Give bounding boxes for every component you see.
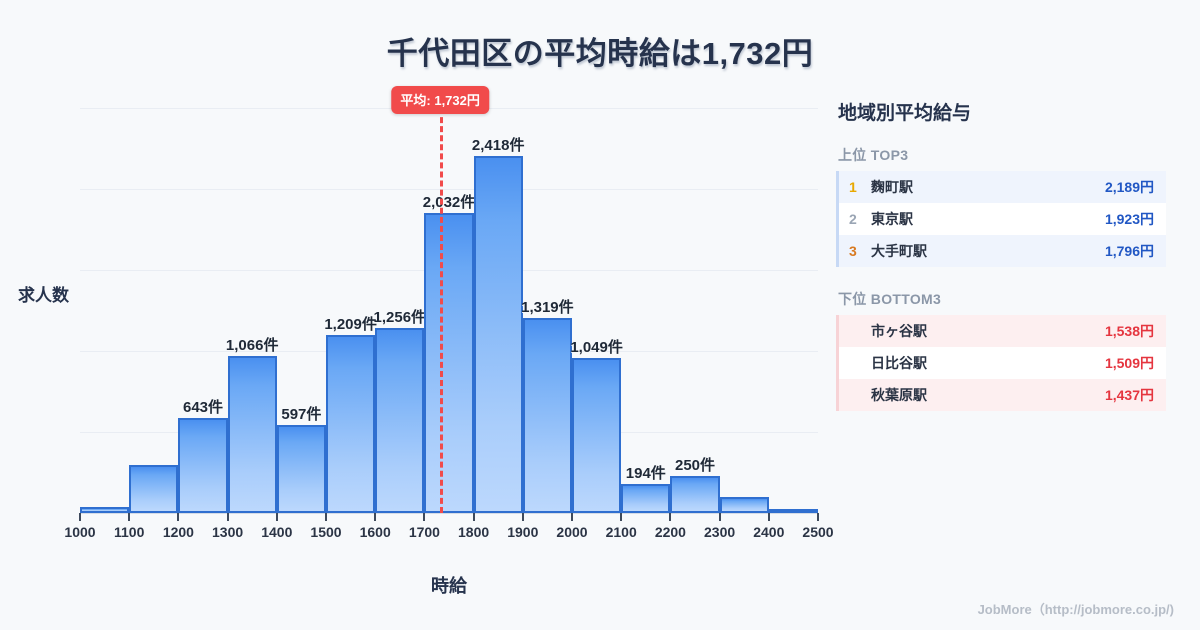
x-tick-label: 2200 [654, 524, 686, 540]
station-name: 大手町駅 [871, 243, 927, 259]
station-name: 日比谷駅 [871, 355, 927, 371]
station-wage: 1,509円 [1104, 355, 1154, 371]
histogram-chart: 求人数 643件 1,066件 597件 1,209件 1,256件 2,032件 2,41… [18, 86, 834, 596]
plot-area: 643件 1,066件 597件 1,209件 1,256件 2,032件 2,418件 1,… [64, 86, 834, 540]
station-name: 秋葉原駅 [871, 387, 927, 403]
histogram-bar [670, 476, 720, 513]
histogram-bar [473, 156, 523, 513]
x-tick [620, 513, 623, 521]
histogram-bar [424, 213, 474, 513]
x-tick-label: 1400 [261, 524, 293, 540]
x-tick [817, 513, 819, 521]
x-axis-title: 時給 [431, 576, 467, 596]
bar-value-label: 1,049件 [570, 339, 623, 357]
region-average-panel: 地域別平均給与 上位 TOP3 1 麴町駅 2,189円 2 東京駅 1,923円 3 大手町… [836, 98, 1166, 433]
histogram-bar [276, 424, 326, 513]
x-tick [718, 513, 721, 521]
x-tick-label: 1300 [212, 524, 244, 540]
station-name: 東京駅 [871, 211, 913, 227]
rank-row[interactable]: 2 東京駅 1,923円 [836, 203, 1166, 235]
histogram-bar [719, 496, 769, 513]
x-tick [669, 513, 672, 521]
x-tick [472, 513, 475, 521]
histogram-bar [178, 418, 228, 513]
x-tick [226, 513, 229, 521]
histogram-bar [768, 508, 818, 513]
average-line [440, 108, 444, 513]
rank-row[interactable]: 日比谷駅 1,509円 [836, 347, 1166, 379]
top3-list: 1 麴町駅 2,189円 2 東京駅 1,923円 3 大手町駅 1,796円 [836, 171, 1166, 267]
x-tick [521, 513, 524, 521]
x-tick [177, 513, 180, 521]
bar-value-label: 597件 [281, 405, 322, 423]
x-axis-line [80, 513, 818, 514]
x-tick [423, 513, 426, 521]
x-tick-label: 1000 [64, 524, 96, 540]
bar-value-label: 643件 [182, 399, 224, 417]
bar-value-label: 2,032件 [422, 194, 476, 212]
x-tick-label: 2100 [605, 524, 637, 540]
y-axis-label: 求人数 [18, 286, 69, 305]
x-tick-label: 1600 [359, 524, 391, 540]
station-wage: 1,538円 [1104, 323, 1154, 339]
average-badge: 平均: 1,732円 [391, 86, 489, 114]
rank-row[interactable]: 1 麴町駅 2,189円 [836, 171, 1166, 203]
station-name: 麴町駅 [871, 179, 913, 195]
x-tick [374, 513, 377, 521]
rank-row[interactable]: 市ヶ谷駅 1,538円 [836, 315, 1166, 347]
rank-row[interactable]: 秋葉原駅 1,437円 [836, 379, 1166, 411]
rank-number: 1 [849, 179, 857, 195]
station-wage: 1,923円 [1104, 211, 1154, 227]
station-wage: 1,437円 [1104, 387, 1154, 403]
panel-title: 地域別平均給与 [838, 103, 972, 124]
histogram-bar [572, 358, 622, 513]
x-tick [79, 513, 81, 521]
histogram-bar [227, 355, 277, 513]
rank-number: 2 [849, 211, 857, 227]
bar-value-label: 1,319件 [521, 299, 574, 317]
x-tick-label: 2300 [704, 524, 736, 540]
histogram-bar [375, 327, 425, 513]
x-tick-label: 1500 [310, 524, 342, 540]
x-tick-label: 2000 [556, 524, 588, 540]
x-tick [128, 513, 131, 521]
bottom3-list: 市ヶ谷駅 1,538円日比谷駅 1,509円秋葉原駅 1,437円 [836, 315, 1166, 411]
page-title: 千代田区の平均時給は1,732円 [386, 36, 814, 71]
top3-heading: 上位 TOP3 [838, 147, 909, 163]
bar-value-label: 250件 [674, 457, 716, 475]
x-tick [767, 513, 770, 521]
x-tick [325, 513, 327, 521]
bar-value-label: 1,209件 [324, 315, 377, 333]
bar-value-label: 194件 [625, 465, 666, 483]
histogram-bar [80, 507, 130, 513]
histogram-bar [621, 484, 671, 513]
station-wage: 2,189円 [1104, 179, 1154, 195]
x-tick-label: 1100 [114, 524, 145, 540]
x-tick-label: 1700 [408, 524, 440, 540]
bar-value-label: 1,256件 [373, 308, 427, 326]
histogram-bar [522, 318, 572, 513]
histogram-bar [326, 334, 376, 513]
x-tick-label: 1800 [458, 524, 490, 540]
gridline [80, 189, 818, 191]
rank-number: 3 [849, 243, 857, 259]
rank-row[interactable]: 3 大手町駅 1,796円 [836, 235, 1166, 267]
x-tick-label: 1900 [507, 524, 539, 540]
x-tick-label: 2400 [753, 524, 785, 540]
bottom3-heading: 下位 BOTTOM3 [838, 291, 942, 307]
station-name: 市ヶ谷駅 [871, 323, 927, 339]
bars-layer: 643件 1,066件 597件 1,209件 1,256件 2,032件 2,418件 1,… [80, 100, 818, 513]
x-tick-label: 2500 [802, 524, 834, 540]
station-wage: 1,796円 [1104, 243, 1154, 259]
x-tick-label: 1200 [162, 524, 194, 540]
histogram-bar [129, 464, 179, 513]
bar-value-label: 2,418件 [471, 137, 525, 155]
x-tick [571, 513, 573, 521]
x-tick [275, 513, 278, 521]
bar-value-label: 1,066件 [225, 336, 279, 354]
watermark: JobMore（http://jobmore.co.jp/) [977, 602, 1174, 617]
